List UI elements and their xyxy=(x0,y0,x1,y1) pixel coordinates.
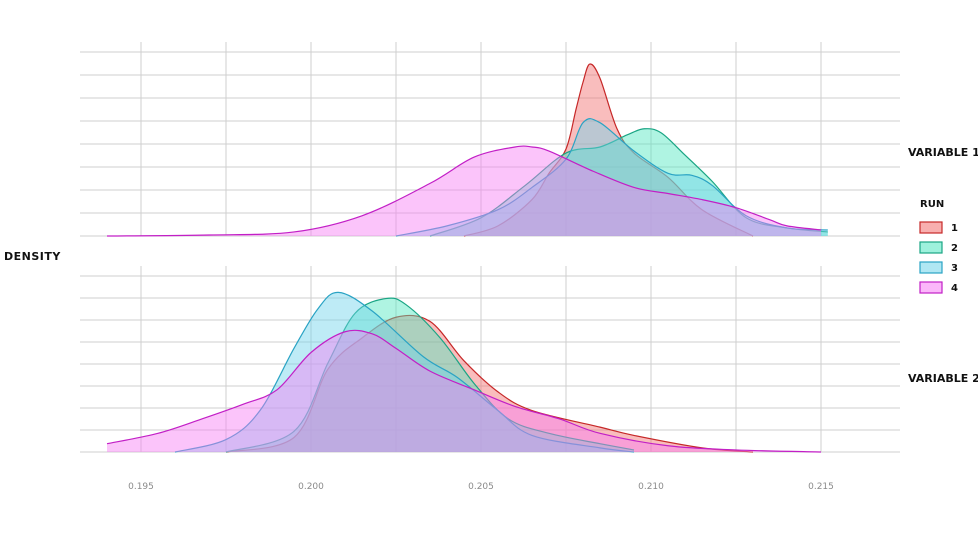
density-area-run-4 xyxy=(107,146,821,236)
legend: RUN 1 2 3 4 xyxy=(919,199,958,294)
density-line-run-1 xyxy=(225,314,754,453)
x-tick-label: 0.205 xyxy=(468,482,494,492)
legend-title: RUN xyxy=(920,199,944,210)
facet-label: VARIABLE 2 xyxy=(908,372,978,385)
density-area-run-2 xyxy=(226,298,634,452)
density-line-run-2 xyxy=(225,297,635,453)
density-area-run-2 xyxy=(430,128,828,236)
x-axis: 0.195 0.200 0.205 0.210 0.215 xyxy=(128,482,834,492)
legend-label: 1 xyxy=(951,223,958,234)
density-area-run-4 xyxy=(107,330,821,452)
x-tick-label: 0.200 xyxy=(298,482,324,492)
legend-key-run-3 xyxy=(919,261,943,274)
x-tick-label: 0.195 xyxy=(128,482,154,492)
facet-label: VARIABLE 1 xyxy=(908,146,978,159)
legend-label: 3 xyxy=(951,263,958,274)
density-line-run-3 xyxy=(395,118,828,237)
density-area-run-1 xyxy=(464,63,753,236)
legend-key-run-4 xyxy=(919,281,943,294)
facet-panel-2: VARIABLE 2 xyxy=(80,266,978,453)
density-line-run-2 xyxy=(429,128,828,237)
legend-key-run-2 xyxy=(919,241,943,254)
density-area-run-3 xyxy=(396,118,828,236)
legend-key-run-1 xyxy=(919,221,943,234)
legend-label: 2 xyxy=(951,243,958,254)
density-line-run-4 xyxy=(106,329,822,453)
density-line-run-3 xyxy=(174,291,635,453)
legend-label: 4 xyxy=(951,283,958,294)
facets-layer: VARIABLE 1 VARIABLE 2 xyxy=(80,42,978,453)
x-tick-label: 0.210 xyxy=(638,482,664,492)
facet-panel-1: VARIABLE 1 xyxy=(80,42,978,237)
density-line-run-4 xyxy=(106,145,822,237)
x-tick-label: 0.215 xyxy=(808,482,834,492)
density-area-run-3 xyxy=(175,292,634,452)
density-line-run-1 xyxy=(463,63,754,237)
y-axis-label: DENSITY xyxy=(4,250,61,263)
density-area-run-1 xyxy=(226,315,753,452)
